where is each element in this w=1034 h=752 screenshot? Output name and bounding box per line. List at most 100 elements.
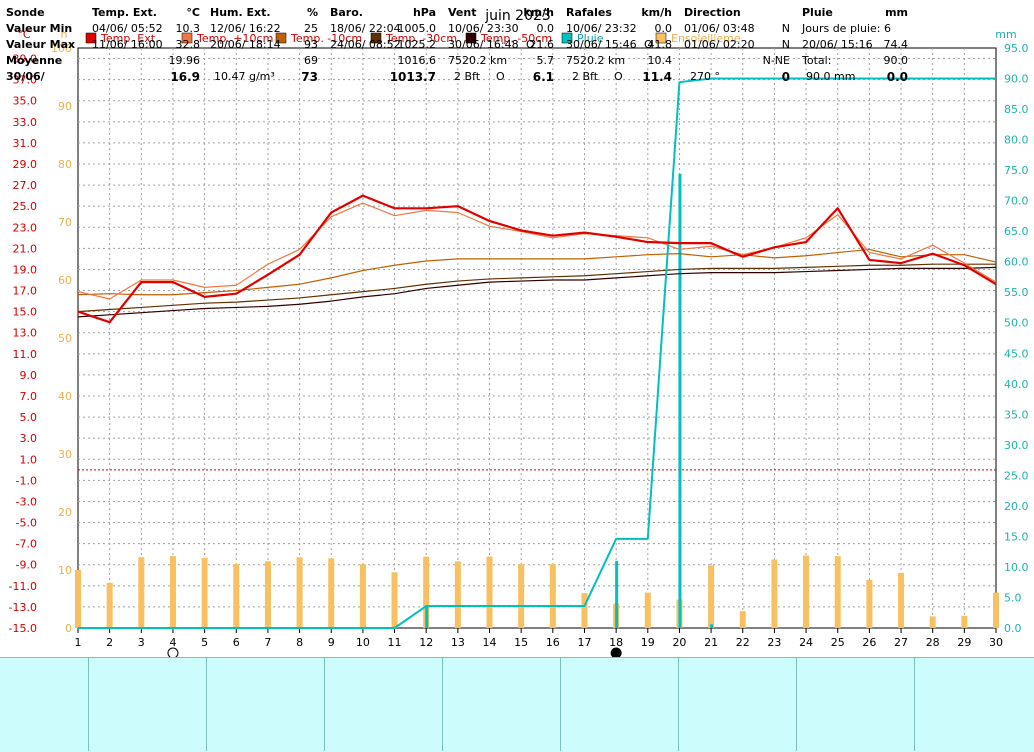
temp-tick-label: -15.0 bbox=[9, 622, 37, 635]
sunshine-bar bbox=[929, 616, 936, 628]
rain-max-value: 74.4 bbox=[883, 38, 909, 51]
x-tick-label: 13 bbox=[451, 636, 465, 649]
hum-tick-label: 90 bbox=[58, 100, 72, 113]
sunshine-bar bbox=[581, 593, 588, 628]
rain-tick-label: 80.0 bbox=[1004, 134, 1029, 147]
wind-distance: 7520.2 km bbox=[448, 54, 508, 67]
hum-tick-label: 0 bbox=[65, 622, 72, 635]
rain-axis-unit: mm bbox=[995, 28, 1016, 41]
hum-tick-label: 50 bbox=[58, 332, 72, 345]
divider bbox=[206, 657, 207, 751]
sunshine-bar bbox=[708, 565, 715, 628]
rain-daily-bar bbox=[615, 560, 619, 628]
gust-max-direction: O bbox=[644, 38, 653, 51]
temp-tick-label: 1.0 bbox=[20, 453, 38, 466]
series-line-temp-ext bbox=[77, 194, 997, 324]
divider bbox=[560, 657, 561, 751]
x-tick-label: 5 bbox=[201, 636, 208, 649]
sunshine-bar bbox=[644, 592, 651, 628]
rain-daily-bar bbox=[678, 173, 682, 628]
x-tick-label: 19 bbox=[641, 636, 655, 649]
hum-average: 69 bbox=[304, 54, 318, 67]
sunshine-bar bbox=[296, 557, 303, 628]
rain-daily-bars bbox=[425, 173, 714, 628]
sunshine-bar bbox=[391, 572, 398, 628]
moon-full-icon bbox=[610, 647, 622, 657]
gust-min-date: 10/06/ 23:32 bbox=[566, 22, 637, 35]
series-line-pluie bbox=[78, 77, 996, 629]
rain-tick-label: 10.0 bbox=[1004, 561, 1029, 574]
rain-tick-label: 30.0 bbox=[1004, 439, 1029, 452]
gust-max-value: 41.8 bbox=[647, 38, 673, 51]
temp-current: 16.9 bbox=[170, 70, 200, 84]
rain-tick-label: 40.0 bbox=[1004, 378, 1029, 391]
x-tick-label: 22 bbox=[736, 636, 750, 649]
x-tick-label: 27 bbox=[894, 636, 908, 649]
rain-tick-label: 0.0 bbox=[1004, 622, 1022, 635]
temp-axis-unit: °C bbox=[17, 28, 31, 41]
rain-tick-label: 70.0 bbox=[1004, 195, 1029, 208]
rain-tick-label: 35.0 bbox=[1004, 408, 1029, 421]
sunshine-bar bbox=[898, 572, 905, 628]
moon-phases bbox=[167, 647, 622, 657]
temp-tick-label: 13.0 bbox=[13, 327, 38, 340]
temp-tick-label: 23.0 bbox=[13, 221, 38, 234]
x-tick-label: 1 bbox=[75, 636, 82, 649]
legend-label: Temp. -50cm bbox=[480, 32, 552, 45]
legend-swatch bbox=[181, 32, 193, 44]
divider bbox=[88, 657, 89, 751]
stats-direction: Direction 01/06/ 03:48 N 01/06/ 02:20 N N-… bbox=[684, 5, 794, 91]
x-tick-label: 25 bbox=[831, 636, 845, 649]
dir-max-value: N bbox=[781, 38, 790, 51]
rain-tick-label: 95.0 bbox=[1004, 42, 1029, 55]
temp-tick-label: 35.0 bbox=[13, 95, 38, 108]
stats-rain: Pluie mm Jours de pluie: 6 20/06/ 15:16 74… bbox=[802, 5, 912, 91]
temp-tick-label: 39.0 bbox=[13, 53, 38, 66]
sunshine-bar bbox=[549, 564, 556, 628]
series-line-temp-10cm bbox=[77, 248, 997, 296]
divider bbox=[324, 657, 325, 751]
sunshine-bar bbox=[359, 564, 366, 628]
wind-min-value: 0.0 bbox=[536, 22, 555, 35]
sunshine-bar bbox=[518, 564, 525, 628]
legend-label: Temp. +10cm bbox=[196, 32, 273, 45]
temp-tick-label: 9.0 bbox=[20, 369, 38, 382]
plot-border bbox=[77, 47, 997, 629]
hum-unit: % bbox=[306, 6, 318, 19]
wind-max-date: 30/06/ 16:48 bbox=[448, 38, 519, 51]
x-tick-label: 14 bbox=[483, 636, 497, 649]
hum-axis-unit: h bbox=[61, 28, 68, 41]
rain-title: Pluie bbox=[802, 6, 833, 19]
dir-degrees: 270 ° bbox=[690, 70, 720, 83]
x-tick-label: 4 bbox=[169, 636, 176, 649]
sunshine-bar bbox=[454, 561, 461, 628]
x-tick-label: 18 bbox=[609, 636, 623, 649]
rain-tick-label: 20.0 bbox=[1004, 500, 1029, 513]
hum-tick-label: 60 bbox=[58, 274, 72, 287]
series-line-temp-30cm bbox=[77, 263, 996, 313]
rain-daily-bar bbox=[425, 606, 429, 628]
dir-current: 0 bbox=[781, 70, 790, 84]
rain-month: 90.0 mm bbox=[806, 70, 856, 83]
x-tick-label: 7 bbox=[264, 636, 271, 649]
sunshine-bar bbox=[803, 555, 810, 628]
rain-tick-label: 75.0 bbox=[1004, 164, 1029, 177]
dir-average: N-NE bbox=[762, 54, 790, 67]
rain-daily-bar bbox=[710, 624, 714, 628]
temp-tick-label: 5.0 bbox=[20, 411, 38, 424]
temp-tick-label: 3.0 bbox=[20, 432, 38, 445]
hum-tick-label: 30 bbox=[58, 448, 72, 461]
hum-tick-label: 100 bbox=[51, 42, 72, 55]
temp-tick-label: 7.0 bbox=[20, 390, 38, 403]
sunshine-bar bbox=[106, 582, 113, 628]
baro-max-value: 1025.2 bbox=[397, 38, 437, 51]
gust-distance: 7520.2 km bbox=[566, 54, 626, 67]
temp-unit: °C bbox=[186, 6, 200, 19]
hum-title: Hum. Ext. bbox=[210, 6, 271, 19]
chart-title: juin 2023 bbox=[484, 8, 551, 24]
legend-label: Ensoleilleme bbox=[671, 32, 741, 45]
stats-row-labels: Sonde Valeur Min Valeur Max Moyenne 30/0… bbox=[6, 5, 86, 91]
temp-tick-label: 19.0 bbox=[13, 263, 38, 276]
wind-max-direction: O bbox=[526, 38, 535, 51]
wind-max-value: 21.6 bbox=[529, 38, 555, 51]
